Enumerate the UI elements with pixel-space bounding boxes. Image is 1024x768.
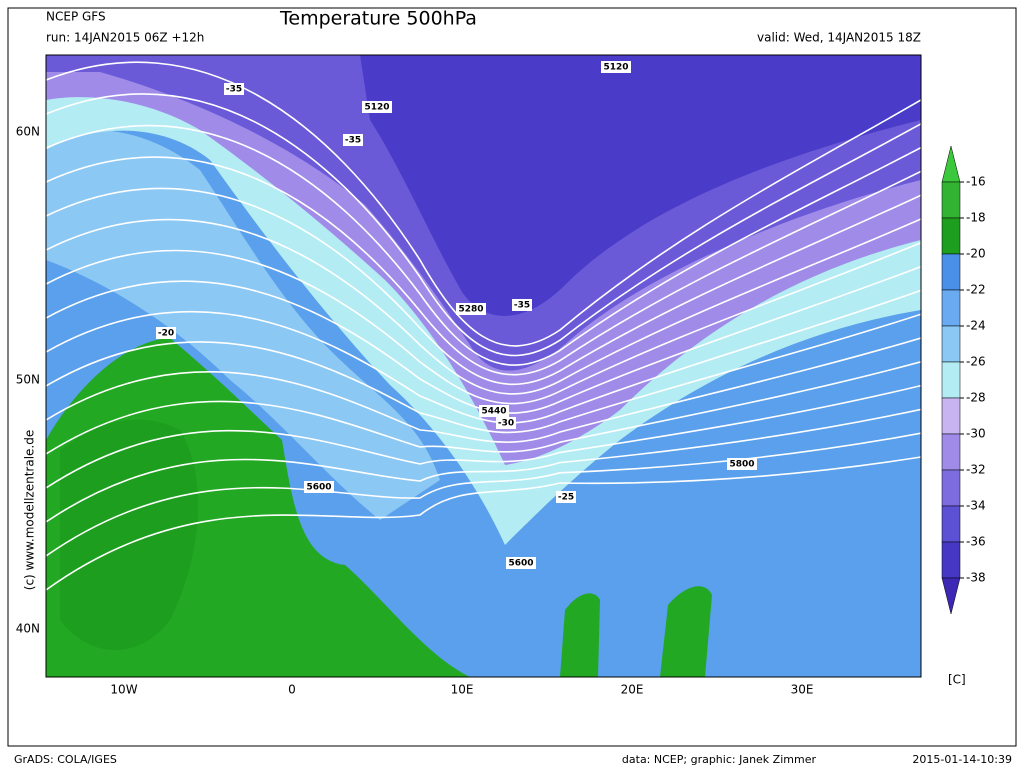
lon-label: 10E [451,683,474,697]
colorbar-swatch [941,253,961,291]
colorbar-label: -38 [966,571,986,585]
colorbar-cap [941,145,961,183]
contour-label: -35 [514,301,530,311]
colorbar-swatch [941,541,961,579]
contour-label: 5800 [729,460,754,470]
valid: valid: Wed, 14JAN2015 18Z [757,31,921,45]
contour-line [46,218,921,395]
contour-label-bg [601,61,631,73]
colorbar-label: -28 [966,391,986,405]
footer-left: GrADS: COLA/IGES [14,753,117,766]
contour-label-bg [224,83,244,95]
lat-label: 60N [16,125,40,139]
axes: 60N 50N 40N 10W 0 10E 20E 30E [16,125,814,697]
colorbar-swatch [941,217,961,255]
colorbar-swatch [941,469,961,507]
field [560,593,600,677]
footer-center: data: NCEP; graphic: Janek Zimmer [622,753,817,766]
contour-label: 5120 [364,103,389,113]
colorbar-label: -22 [966,283,986,297]
colorbar-swatch [941,361,961,399]
field [660,586,712,677]
contour-line [46,265,921,414]
map-border [45,54,922,678]
contours [46,61,921,591]
colorbar-label: -26 [966,355,986,369]
field [46,130,440,520]
contour-line [46,384,921,489]
colorbar-label: -24 [966,319,986,333]
contour-label: 5600 [306,483,331,493]
contour-line [46,289,921,424]
contour-line [46,408,921,523]
contour-line [46,456,921,591]
run: run: 14JAN2015 06Z +12h [46,31,204,45]
contour-line [46,156,921,376]
contour-label: 5600 [508,559,533,569]
colorbar-swatch [941,181,961,219]
contour-line [46,61,921,347]
contour-labels: 5120 5120 5280 5440 5600 5600 5800 -35 -35 -35 -30… [156,61,757,569]
contour-label: -35 [226,85,242,95]
contour-line [46,361,921,455]
footer-right: 2015-01-14-10:39 [912,753,1012,766]
colorbar-label: -36 [966,535,986,549]
contour-label-bg [304,481,334,493]
colorbar-swatch [941,397,961,435]
contour-label-bg [456,303,486,315]
lon-label: 20E [621,683,644,697]
frame [7,7,1017,747]
lat-label: 50N [16,373,40,387]
colorbar-unit: [C] [948,673,966,687]
contour-label: 5440 [481,407,506,417]
contour-label: -25 [558,493,574,503]
contour-label: -35 [345,136,361,146]
contour-label-bg [727,458,757,470]
title: Temperature 500hPa [279,8,477,30]
colorbar-label: -32 [966,463,986,477]
field [60,419,199,650]
contour-line [46,337,921,443]
contour-label-bg [512,299,532,311]
lat-label: 40N [16,622,40,636]
field [360,55,921,316]
contour-line [46,93,921,357]
contour-label-bg [506,557,536,569]
lon-label: 30E [791,683,814,697]
colorbar-swatch [941,325,961,363]
colorbar-cap [941,577,961,615]
contour-line [46,432,921,557]
contour-line [46,124,921,366]
colorbar-label: -34 [966,499,986,513]
contour-label: -20 [158,329,174,339]
contour-label-bg [343,134,363,146]
contour-label-bg [156,327,176,339]
colorbar-label: -20 [966,247,986,261]
watermark: (c) www.modellzentrale.de [23,430,37,590]
colorbar-swatch [941,433,961,471]
lon-label: 0 [288,683,296,697]
colorbar-label: -16 [966,175,986,189]
colorbar-label: -18 [966,211,986,225]
contour-label: 5120 [603,63,628,73]
colorbar-swatch [941,505,961,543]
colorbar-swatch [941,289,961,327]
contour-line [46,313,921,434]
map [46,55,921,677]
contour-label: 5280 [458,305,483,315]
contour-label: -30 [498,419,514,429]
contour-label-bg [479,405,509,417]
lon-label: 10W [110,683,137,697]
contour-label-bg [496,417,516,429]
contour-label-bg [556,491,576,503]
colorbar-label: -30 [966,427,986,441]
colorbar: -16 -18 -20 -22 -24 -26 -28 -30 -32 -34 -36 -38 [C] [941,145,986,687]
contour-label-bg [362,101,392,113]
contour-line [46,242,921,405]
contour-line [46,187,921,386]
model: NCEP GFS [46,10,106,24]
